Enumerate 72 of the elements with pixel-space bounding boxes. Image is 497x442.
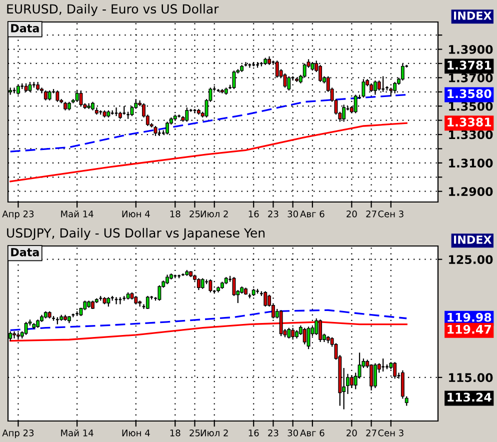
x-tick-label: Апр 23 — [2, 429, 34, 438]
candlestick — [208, 278, 212, 293]
x-tick-label: Сен 3 — [378, 429, 404, 436]
x-tick-label: Июн 4 — [122, 430, 150, 436]
y-tick-label: 1.3100 — [449, 158, 493, 168]
x-tick-label: 23 — [268, 210, 278, 218]
candlestick — [83, 300, 87, 311]
candlestick — [302, 327, 306, 345]
x-tick-label: 16 — [248, 429, 259, 436]
candlestick — [279, 310, 283, 337]
x-tick-label: Авг 6 — [300, 210, 324, 218]
candlestick — [264, 290, 268, 308]
x-tick-label: Июн 4 — [122, 210, 150, 218]
x-tick-label: Июл 2 — [200, 210, 228, 218]
x-tick-label: 25 — [190, 210, 200, 218]
text: 119.98 — [448, 312, 492, 322]
line-series — [10, 94, 408, 152]
x-tick-label: 25 — [190, 429, 200, 436]
x-tick-label: 16 — [248, 210, 259, 218]
candlestick — [318, 319, 322, 343]
text: 1.3580 — [448, 89, 492, 98]
candlestick — [350, 374, 354, 389]
x-tick-label: Май 14 — [61, 429, 94, 436]
candlestick — [200, 278, 204, 290]
y-tick-label: 1.3500 — [449, 102, 493, 111]
text: 113.24 — [448, 392, 492, 402]
y-tick-label: 115.00 — [449, 373, 493, 382]
x-tick-label: Сен 3 — [378, 210, 404, 218]
x-tick-label: 23 — [268, 429, 278, 436]
x-tick-label: 20 — [346, 429, 357, 436]
candlestick — [287, 327, 291, 340]
line-series — [10, 321, 408, 342]
line-series — [10, 309, 408, 332]
y-tick-label: 1.3300 — [449, 130, 493, 140]
x-tick-label: Авг 6 — [300, 429, 324, 436]
candlestick — [404, 396, 408, 406]
candlestick — [374, 80, 377, 96]
y-tick-label: 1.3900 — [449, 45, 493, 54]
y-tick-label: 1.3700 — [449, 73, 493, 82]
candlestick — [12, 330, 16, 340]
y-tick-label: 125.00 — [449, 255, 493, 264]
y-tick-label: 1.2900 — [449, 187, 493, 196]
annotation: Data — [11, 24, 39, 32]
chart-title: USDJPY, Daily - US Dollar vs Japanese Yen — [7, 228, 265, 240]
candlestick — [106, 296, 110, 308]
text: 119.47 — [448, 324, 491, 334]
x-tick-label: 18 — [170, 210, 180, 218]
x-tick-label: 30 — [288, 429, 298, 436]
candlestick — [158, 284, 162, 302]
candlestick — [374, 362, 377, 389]
text: INDEX — [454, 12, 492, 20]
x-tick-label: Июл 2 — [200, 429, 228, 436]
candlestick — [146, 295, 150, 310]
x-tick-label: 30 — [288, 210, 298, 218]
text: INDEX — [454, 236, 492, 244]
x-tick-label: 27 — [366, 429, 376, 436]
annotation: Data — [11, 248, 39, 256]
x-tick-label: 27 — [366, 210, 376, 218]
text: 1.3781 — [448, 60, 492, 70]
x-tick-label: 20 — [346, 210, 357, 218]
candlestick — [24, 321, 28, 336]
candlestick — [114, 106, 118, 117]
text: 1.3381 — [448, 118, 492, 127]
candlestick — [400, 370, 404, 400]
x-tick-label: 18 — [170, 429, 180, 436]
x-tick-label: Апр 23 — [2, 210, 34, 220]
candlestick — [377, 80, 381, 92]
candlestick — [166, 274, 170, 285]
line-series — [10, 122, 408, 182]
candlestick — [56, 90, 60, 102]
chart-title: EURUSD, Daily - Euro vs US Dollar — [7, 4, 219, 16]
x-tick-label: Май 14 — [61, 210, 94, 218]
